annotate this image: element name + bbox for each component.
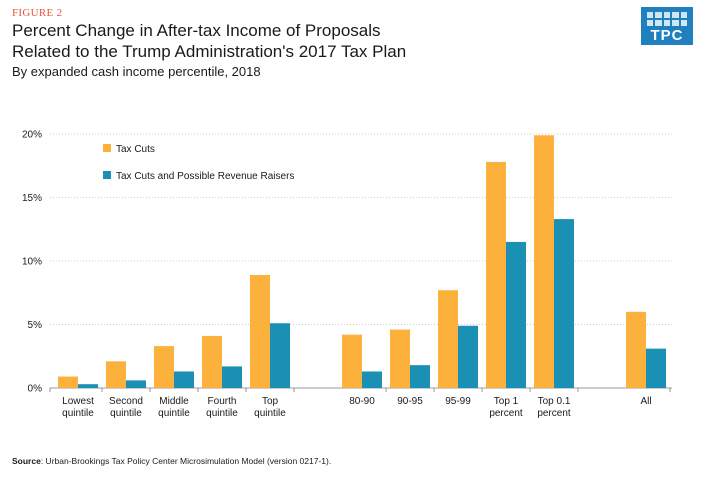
y-tick-label: 0% xyxy=(28,384,43,395)
chart-title: Percent Change in After-tax Income of Pr… xyxy=(12,20,406,62)
legend-label: Tax Cuts and Possible Revenue Raisers xyxy=(116,171,294,182)
x-category-label: percent xyxy=(489,408,523,419)
bar-revenue-raisers xyxy=(506,241,526,388)
chart-title-line2: Related to the Trump Administration's 20… xyxy=(12,42,407,61)
bar-tax-cuts xyxy=(154,346,174,388)
x-category-label: Fourth xyxy=(208,396,237,407)
x-category-label: 95-99 xyxy=(445,396,471,407)
x-category-label: Top 0.1 xyxy=(538,396,571,407)
bar-revenue-raisers xyxy=(554,219,574,388)
logo-grid-icon xyxy=(647,12,687,26)
source-note: Source: Urban-Brookings Tax Policy Cente… xyxy=(12,456,331,466)
bar-tax-cuts xyxy=(58,376,78,388)
bar-tax-cuts xyxy=(342,334,362,388)
bar-tax-cuts xyxy=(626,311,646,388)
x-category-label: 90-95 xyxy=(397,396,423,407)
y-tick-label: 5% xyxy=(28,320,43,331)
legend-swatch-revenue-raisers xyxy=(103,171,111,179)
y-tick-label: 10% xyxy=(22,257,42,268)
bar-revenue-raisers xyxy=(458,325,478,388)
bar-revenue-raisers xyxy=(126,380,146,388)
x-category-label: 80-90 xyxy=(349,396,375,407)
x-category-label: quintile xyxy=(158,408,190,419)
bar-revenue-raisers xyxy=(222,366,242,388)
x-category-label: quintile xyxy=(110,408,142,419)
chart-subtitle: By expanded cash income percentile, 2018 xyxy=(12,64,261,79)
bar-revenue-raisers xyxy=(362,371,382,388)
chart-title-line1: Percent Change in After-tax Income of Pr… xyxy=(12,21,381,40)
bar-revenue-raisers xyxy=(270,323,290,388)
x-category-label: All xyxy=(640,396,651,407)
x-category-label: quintile xyxy=(206,408,238,419)
figure-label: FIGURE 2 xyxy=(12,7,63,19)
bar-tax-cuts xyxy=(534,135,554,388)
bar-tax-cuts xyxy=(486,161,506,388)
y-tick-label: 15% xyxy=(22,193,42,204)
bar-tax-cuts xyxy=(250,274,270,388)
x-category-label: Top xyxy=(262,396,279,407)
logo-text: TPC xyxy=(650,27,684,44)
x-category-label: quintile xyxy=(62,408,94,419)
bar-tax-cuts xyxy=(438,290,458,388)
y-tick-label: 20% xyxy=(22,130,42,141)
bar-tax-cuts xyxy=(202,335,222,388)
bar-revenue-raisers xyxy=(78,384,98,388)
x-category-label: quintile xyxy=(254,408,286,419)
bar-tax-cuts xyxy=(390,329,410,388)
source-text: : Urban-Brookings Tax Policy Center Micr… xyxy=(40,456,332,466)
bar-revenue-raisers xyxy=(174,371,194,388)
x-category-label: Middle xyxy=(159,396,189,407)
legend-swatch-tax-cuts xyxy=(103,144,111,152)
tpc-logo: TPC xyxy=(641,7,693,45)
bar-revenue-raisers xyxy=(410,365,430,388)
bar-revenue-raisers xyxy=(646,348,666,388)
bar-tax-cuts xyxy=(106,361,126,388)
source-label: Source xyxy=(12,456,41,466)
x-category-label: Lowest xyxy=(62,396,94,407)
legend-label: Tax Cuts xyxy=(116,144,155,155)
x-category-label: Second xyxy=(109,396,143,407)
x-category-label: percent xyxy=(537,408,571,419)
x-category-label: Top 1 xyxy=(494,396,519,407)
